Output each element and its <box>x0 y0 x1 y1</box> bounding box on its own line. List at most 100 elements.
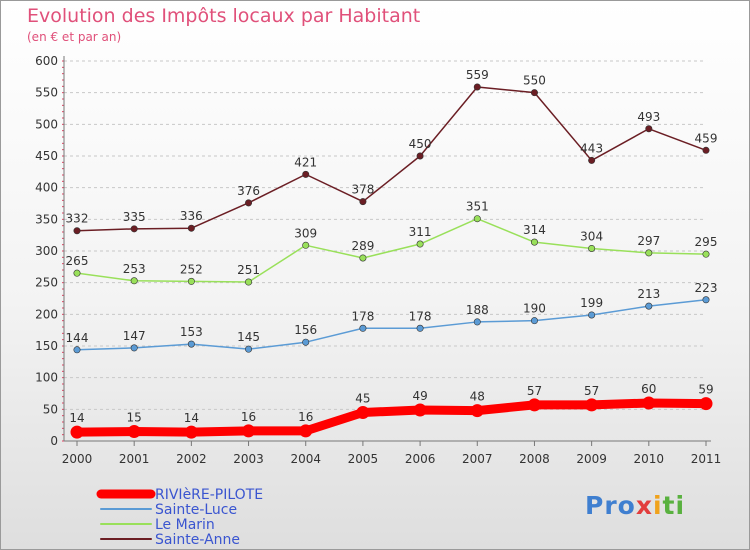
data-point <box>245 199 253 207</box>
data-point <box>73 227 81 235</box>
x-tick-label: 2002 <box>176 452 207 466</box>
x-tick-label: 2003 <box>233 452 264 466</box>
x-tick-label: 2005 <box>348 452 379 466</box>
data-point <box>585 398 599 412</box>
data-point <box>127 425 141 438</box>
data-point <box>302 170 310 178</box>
data-label: 297 <box>637 234 660 248</box>
data-label: 14 <box>69 411 84 425</box>
data-point <box>299 424 313 438</box>
y-tick-label: 250 <box>35 276 58 290</box>
data-label: 335 <box>123 210 146 224</box>
data-label: 188 <box>466 303 489 317</box>
data-label: 493 <box>637 110 660 124</box>
series-line <box>72 398 711 437</box>
y-tick-label: 550 <box>35 86 58 100</box>
data-point <box>588 244 596 252</box>
data-point <box>530 238 538 246</box>
y-tick-label: 400 <box>35 181 58 195</box>
data-label: 252 <box>180 262 203 276</box>
y-tick-label: 450 <box>35 149 58 163</box>
x-tick-label: 2008 <box>519 452 550 466</box>
data-label: 213 <box>637 287 660 301</box>
y-tick-label: 150 <box>35 339 58 353</box>
data-label: 57 <box>527 384 542 398</box>
data-label: 251 <box>237 263 260 277</box>
data-point <box>187 277 195 285</box>
x-tick-label: 2001 <box>119 452 150 466</box>
data-label: 443 <box>580 141 603 155</box>
data-label: 314 <box>523 223 546 237</box>
data-label: 16 <box>241 410 256 424</box>
data-point <box>530 317 538 325</box>
data-point <box>416 240 424 248</box>
data-point <box>302 338 310 346</box>
data-label: 57 <box>584 384 599 398</box>
legend-label: RIVIèRE-PILOTE <box>155 487 263 503</box>
data-label: 253 <box>123 262 146 276</box>
data-point <box>130 277 138 285</box>
x-tick-label: 2009 <box>576 452 607 466</box>
legend-label: Sainte-Anne <box>155 532 240 548</box>
series-line <box>76 299 707 351</box>
data-point <box>359 198 367 206</box>
data-point <box>245 278 253 286</box>
series-line <box>76 217 707 283</box>
data-point <box>359 254 367 262</box>
data-point <box>530 89 538 97</box>
x-tick-label: 2004 <box>290 452 321 466</box>
legend-label: Le Marin <box>155 517 215 533</box>
legend-label: Sainte-Luce <box>155 502 237 518</box>
data-label: 60 <box>641 382 656 396</box>
data-label: 450 <box>409 137 432 151</box>
data-label: 199 <box>580 296 603 310</box>
x-tick-label: 2006 <box>405 452 436 466</box>
data-point <box>187 340 195 348</box>
data-point <box>187 224 195 232</box>
data-label: 153 <box>180 325 203 339</box>
data-point <box>642 396 656 410</box>
data-label: 559 <box>466 68 489 82</box>
y-tick-label: 350 <box>35 212 58 226</box>
data-point <box>470 404 484 418</box>
data-point <box>416 324 424 332</box>
data-label: 15 <box>127 411 142 425</box>
chart-subtitle: (en € et par an) <box>27 30 122 44</box>
data-point <box>473 215 481 223</box>
data-point <box>356 406 370 419</box>
x-tick-label: 2011 <box>691 452 722 466</box>
x-tick-label: 2000 <box>62 452 93 466</box>
data-point <box>588 311 596 319</box>
data-label: 304 <box>580 229 603 243</box>
y-tick-label: 50 <box>43 402 58 416</box>
data-label: 351 <box>466 200 489 214</box>
data-label: 378 <box>351 183 374 197</box>
y-tick-label: 600 <box>35 54 58 68</box>
data-point <box>527 398 541 412</box>
data-label: 48 <box>470 390 485 404</box>
series-line <box>76 86 707 232</box>
data-point <box>473 318 481 326</box>
data-point <box>73 346 81 354</box>
data-point <box>645 302 653 310</box>
data-label: 59 <box>698 383 713 397</box>
chart-title: Evolution des Impôts locaux par Habitant <box>27 5 421 27</box>
data-label: 421 <box>294 155 317 169</box>
data-label: 147 <box>123 329 146 343</box>
y-tick-label: 0 <box>50 434 58 448</box>
data-point <box>184 425 198 439</box>
data-point <box>130 344 138 352</box>
data-label: 295 <box>695 235 718 249</box>
data-label: 145 <box>237 330 260 344</box>
data-point <box>699 397 713 411</box>
data-point <box>130 225 138 233</box>
data-point <box>702 146 710 154</box>
data-label: 45 <box>355 392 370 406</box>
data-point <box>245 345 253 353</box>
data-label: 311 <box>409 225 432 239</box>
data-label: 459 <box>695 131 718 145</box>
data-label: 156 <box>294 323 317 337</box>
data-label: 16 <box>298 410 313 424</box>
data-label: 178 <box>351 309 374 323</box>
